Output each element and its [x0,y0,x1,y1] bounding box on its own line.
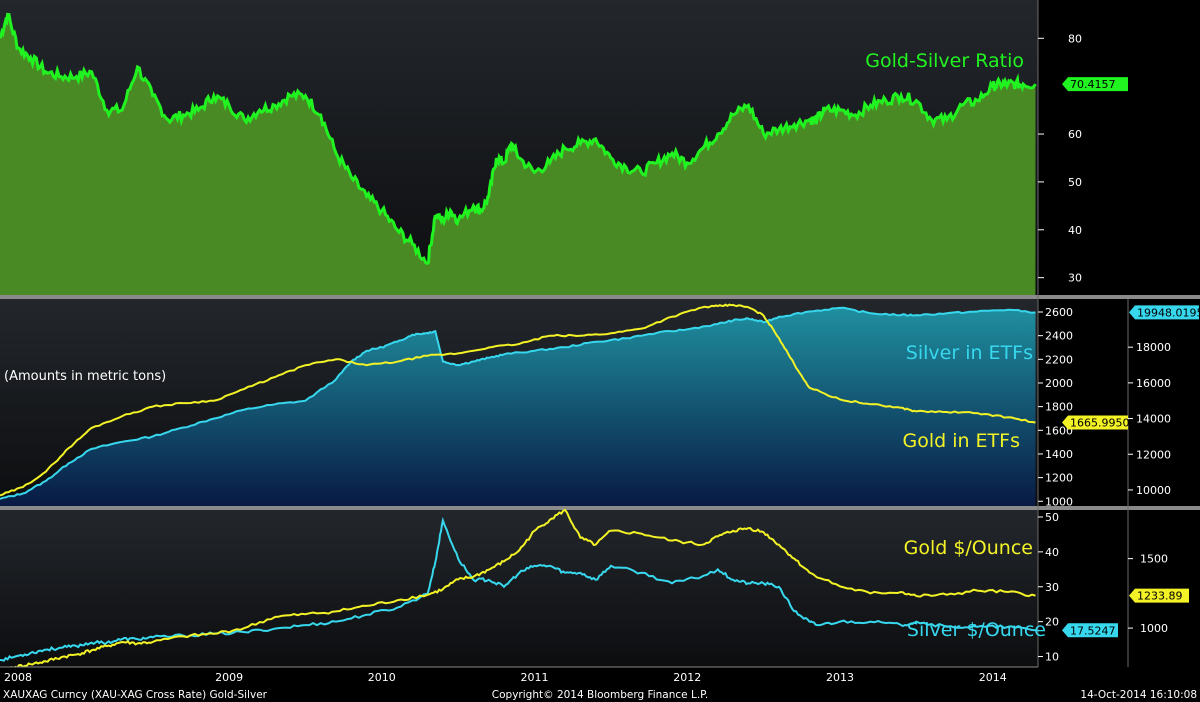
y-tick-label-left: 40 [1045,546,1059,559]
panel-separator [0,295,1200,299]
y-tick-label: 80 [1068,32,1082,45]
y-tick-label-left: 2600 [1045,306,1073,319]
y-tick-label-right: 14000 [1136,413,1171,426]
silver-price-line [0,516,1036,662]
footer-copyright: Copyright© 2014 Bloomberg Finance L.P. [492,689,708,701]
svg-text:19948.0195: 19948.0195 [1137,306,1200,319]
price-axes: 10 20 30 40 50 1000 1500 [1038,511,1168,664]
series-label-silver-price: Silver $/Ounce [907,619,1046,641]
y-tick-label-right: 1500 [1140,553,1168,566]
series-label-silver-etfs: Silver in ETFs [906,342,1033,364]
ratio-area [0,14,1036,296]
series-label-gold-etfs: Gold in ETFs [902,430,1020,452]
silver-etf-line [0,306,1036,500]
x-tick-label: 2013 [826,671,854,684]
y-tick-label-left: 1600 [1045,424,1073,437]
last-value-tags: 70.4157 19948.0195 1665.9950 1233.89 17.5247 [1062,77,1200,638]
ratio-axis: 30 40 50 60 80 [1038,32,1082,285]
gold-silver-ratio-line [0,12,1037,265]
tag-silver-etfs: 19948.0195 [1129,305,1200,320]
y-tick-label-left: 2400 [1045,330,1073,343]
footer-ticker: XAUXAG Curncy (XAU-XAG Cross Rate) Gold-… [3,689,268,701]
y-tick-label: 40 [1068,224,1082,237]
tag-gold-etfs: 1665.9950 [1062,415,1130,430]
tag-silver-price: 17.5247 [1062,623,1118,638]
etf-axes: 1000 1200 1400 1600 1800 2000 2200 2400 2600 1000… [1038,306,1171,508]
series-label-gold-price: Gold $/Ounce [904,537,1033,559]
y-tick-label: 50 [1068,176,1082,189]
ratio-series-line [0,12,1037,265]
series-label-gold-silver-ratio: Gold-Silver Ratio [865,50,1024,72]
y-tick-label-left: 2000 [1045,377,1073,390]
y-tick-label-left: 20 [1045,616,1059,629]
y-tick-label-left: 10 [1045,651,1059,664]
y-tick-label-left: 1200 [1045,472,1073,485]
y-tick-label-left: 2200 [1045,353,1073,366]
y-tick-label-left: 1000 [1045,495,1073,508]
y-tick-label-right: 1000 [1140,622,1168,635]
gold-silver-ratio-area [0,14,1036,296]
y-tick-label-left: 30 [1045,581,1059,594]
x-tick-label: 2012 [673,671,701,684]
panel-separator [0,506,1200,510]
x-tick-label: 2014 [979,671,1007,684]
y-tick-label-left: 50 [1045,511,1059,524]
svg-text:1665.9950: 1665.9950 [1070,416,1130,429]
gold-etf-line [0,303,1036,497]
y-tick-label-right: 16000 [1136,377,1171,390]
y-tick-label-right: 12000 [1136,448,1171,461]
y-tick-label: 60 [1068,128,1082,141]
units-note: (Amounts in metric tons) [4,369,166,384]
price-lines [0,508,1036,672]
x-tick-label: 2009 [215,671,243,684]
y-tick-label: 30 [1068,272,1082,285]
svg-text:70.4157: 70.4157 [1070,78,1116,91]
silver-in-etfs-area [0,307,1036,506]
silver-etf-area [0,307,1036,506]
svg-text:17.5247: 17.5247 [1070,624,1116,637]
y-tick-label-right: 18000 [1136,341,1171,354]
x-axis-years: 2008 2009 2010 2011 2012 2013 2014 [4,671,1007,684]
tag-gold-silver-ratio: 70.4157 [1062,77,1128,92]
x-tick-label: 2008 [4,671,32,684]
svg-text:1233.89: 1233.89 [1137,590,1183,603]
footer-timestamp: 14-Oct-2014 16:10:08 [1080,689,1197,701]
y-tick-label-left: 1800 [1045,401,1073,414]
gold-price-line [0,508,1036,672]
x-tick-label: 2011 [521,671,549,684]
tag-gold-price: 1233.89 [1129,588,1189,603]
x-tick-label: 2010 [368,671,396,684]
y-tick-label-right: 10000 [1136,484,1171,497]
y-tick-label-left: 1400 [1045,448,1073,461]
etf-lines [0,303,1036,500]
